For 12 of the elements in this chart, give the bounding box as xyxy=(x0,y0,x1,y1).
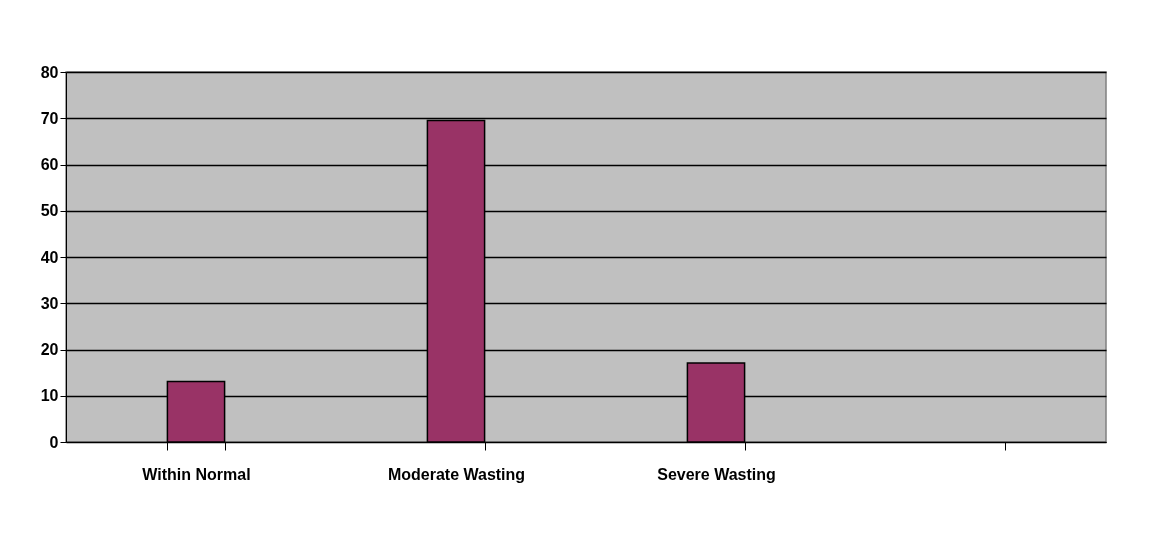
x-tick-label: Severe Wasting xyxy=(657,465,776,483)
y-tick-label: 80 xyxy=(40,63,59,81)
y-tick-label: 70 xyxy=(40,109,59,127)
y-tick-label: 50 xyxy=(40,202,59,220)
y-tick-label: 10 xyxy=(40,387,59,405)
y-tick-label: 20 xyxy=(40,341,59,358)
y-tick-label: 60 xyxy=(40,156,59,173)
x-tick-label: Moderate Wasting xyxy=(387,465,526,483)
y-tick-label: 0 xyxy=(49,433,59,451)
x-tick-label: Within Normal xyxy=(142,465,251,483)
y-tick-label: 30 xyxy=(40,294,59,312)
y-tick-label: 40 xyxy=(40,248,59,266)
